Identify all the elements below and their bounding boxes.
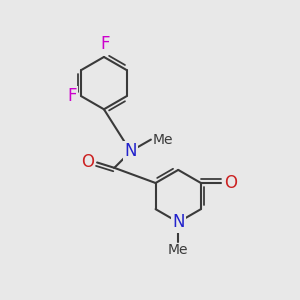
Text: Me: Me [168,243,188,257]
Text: O: O [224,174,237,192]
Text: Me: Me [152,133,173,147]
Text: N: N [124,142,137,160]
Text: F: F [101,34,110,52]
Text: O: O [81,154,94,172]
Text: F: F [67,87,77,105]
Text: N: N [172,213,184,231]
